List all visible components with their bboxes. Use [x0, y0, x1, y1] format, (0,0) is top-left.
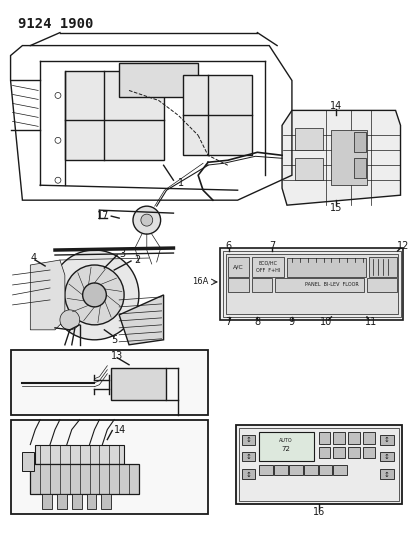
Bar [30, 464, 139, 495]
Text: ↕: ↕ [245, 437, 252, 442]
Bar [228, 278, 249, 292]
Text: 1: 1 [178, 178, 185, 188]
Bar [333, 447, 345, 458]
Text: 14: 14 [330, 101, 342, 111]
Bar [259, 432, 314, 462]
Text: 7: 7 [269, 241, 275, 251]
Text: 4: 4 [30, 253, 37, 263]
Bar [65, 70, 164, 160]
Text: 12: 12 [397, 241, 410, 251]
Text: A/C: A/C [233, 264, 244, 270]
Text: 7: 7 [226, 317, 232, 327]
Bar [348, 432, 360, 443]
Bar [252, 278, 272, 292]
Text: ECO/HC: ECO/HC [259, 261, 278, 265]
Text: 2: 2 [134, 255, 140, 265]
Text: ↕: ↕ [245, 472, 252, 478]
Bar [223, 251, 401, 317]
Bar [304, 465, 318, 475]
Bar [333, 465, 347, 475]
Bar [287, 258, 366, 277]
Bar [87, 495, 97, 510]
Text: OFF  F+HI: OFF F+HI [256, 269, 280, 273]
Bar [348, 447, 360, 458]
Bar [319, 432, 330, 443]
Bar [274, 465, 288, 475]
Bar [35, 445, 124, 464]
Text: PANEL  BI-LEV  FLOOR: PANEL BI-LEV FLOOR [305, 282, 358, 287]
Bar [367, 278, 397, 292]
Text: 14: 14 [114, 425, 127, 434]
Circle shape [83, 283, 106, 307]
Bar [380, 470, 394, 480]
Bar [363, 432, 375, 443]
Bar [228, 257, 249, 277]
Bar [236, 425, 402, 504]
Bar [183, 76, 252, 155]
Text: AUTO: AUTO [279, 438, 293, 443]
Text: 17: 17 [97, 211, 109, 221]
Text: ↕: ↕ [384, 472, 390, 478]
Text: 13: 13 [111, 351, 123, 361]
Bar [380, 434, 394, 445]
Text: 72: 72 [282, 446, 291, 451]
Bar [42, 495, 52, 510]
Circle shape [65, 265, 124, 325]
Text: 10: 10 [320, 317, 332, 327]
Bar [289, 465, 303, 475]
Circle shape [141, 214, 153, 226]
Bar [111, 368, 166, 400]
Polygon shape [282, 110, 401, 205]
Bar [242, 434, 255, 445]
Text: ↕: ↕ [384, 437, 390, 442]
Circle shape [60, 310, 80, 330]
Bar [333, 432, 345, 443]
Text: 16A: 16A [192, 278, 208, 286]
Text: ↕: ↕ [245, 454, 252, 459]
Text: 3: 3 [119, 249, 125, 259]
Bar [11, 419, 208, 514]
Polygon shape [30, 260, 65, 330]
Bar [242, 451, 255, 462]
Text: 9: 9 [289, 317, 295, 327]
Bar [295, 158, 323, 180]
Bar [369, 257, 397, 277]
Bar [275, 278, 364, 292]
Bar [57, 495, 67, 510]
Bar [11, 350, 208, 415]
Bar [331, 131, 367, 185]
Bar [363, 447, 375, 458]
Bar [380, 451, 394, 462]
Bar [354, 158, 366, 178]
Text: 15: 15 [330, 203, 342, 213]
Text: 6: 6 [226, 241, 232, 251]
Text: 16: 16 [312, 507, 325, 518]
Bar [23, 451, 34, 472]
Bar [242, 470, 255, 480]
Text: 11: 11 [365, 317, 377, 327]
Bar [252, 257, 284, 277]
Bar [239, 427, 399, 502]
Text: ↕: ↕ [384, 454, 390, 459]
Bar [319, 447, 330, 458]
Bar [220, 248, 404, 320]
Bar [72, 495, 82, 510]
Circle shape [50, 250, 139, 340]
Bar [119, 62, 198, 98]
Polygon shape [119, 295, 164, 345]
Bar [226, 254, 397, 314]
Bar [259, 465, 273, 475]
Bar [295, 128, 323, 150]
Text: 9124 1900: 9124 1900 [18, 17, 94, 31]
Bar [354, 132, 366, 152]
Bar [319, 465, 332, 475]
Bar [102, 495, 111, 510]
Text: 8: 8 [254, 317, 261, 327]
Text: 5: 5 [111, 335, 118, 345]
Circle shape [133, 206, 161, 234]
